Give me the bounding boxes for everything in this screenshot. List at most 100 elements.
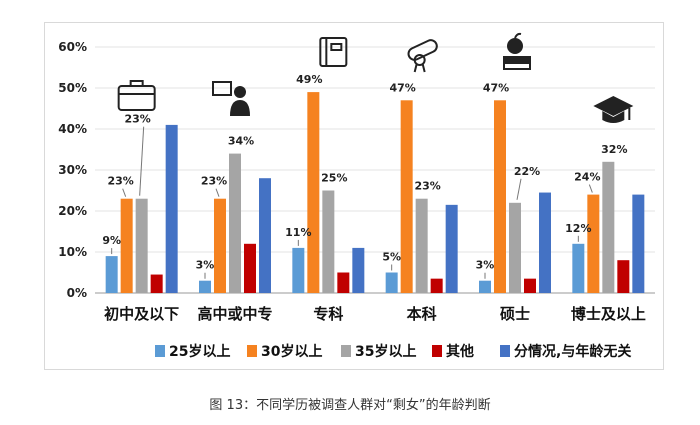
category-label: 初中及以下 [104,305,179,323]
legend-swatch [500,345,510,357]
bar [307,92,320,293]
legend-label: 分情况,与年龄无关 [514,343,631,360]
legend-swatch [432,345,442,357]
figure-caption: 图 13：不同学历被调查人群对“剩女”的年龄判断 [209,398,491,413]
icon-shape [593,96,634,116]
bar [352,247,365,293]
bar [445,204,458,293]
data-label: 23% [124,113,150,126]
data-label: 23% [201,175,227,188]
data-label: 3% [196,259,215,272]
bar [120,198,133,293]
legend-swatch [155,345,165,357]
icon-shape [507,38,523,54]
bar [617,260,630,293]
books-apple-icon [503,32,531,70]
bar [479,280,491,293]
data-label: 3% [476,259,495,272]
icon-shape [129,80,144,86]
icon-shape [212,81,232,96]
bar [244,243,256,293]
category-label: 高中或中专 [197,305,272,323]
bars [105,92,645,294]
icon-shape [503,56,531,62]
bar [572,243,585,293]
icon-shape [413,54,426,66]
leader-line [588,184,593,193]
bar [337,272,350,293]
bar [135,198,148,293]
leader-line [122,188,127,197]
icon-shape [407,39,438,61]
bar [292,247,305,293]
bar [259,178,271,293]
data-label: 22% [514,165,540,178]
icon-shape [602,111,625,123]
data-label: 47% [483,81,509,94]
book-icon [319,37,348,67]
bar [430,278,443,293]
y-tick-label: 10% [58,245,87,259]
y-tick-label: 30% [58,163,87,177]
bar [602,161,615,293]
x-axis-categories: 初中及以下 高中或中专 专科 本科 硕士 博士及以上 [104,305,646,323]
icon-shape [330,43,343,51]
y-tick-label: 40% [58,122,87,136]
legend: 25岁以上 30岁以上 35岁以上 其他 分情况,与年龄无关 [155,343,631,360]
icon-shape [234,86,246,98]
data-label: 47% [389,81,415,94]
category-label: 硕士 [500,305,530,323]
legend-swatch [247,345,257,357]
bar [509,202,521,293]
bar [150,274,163,293]
category-icons [117,32,634,123]
icon-shape [514,32,522,39]
y-axis-ticks: 0% 10% 20% 30% 40% 50% 60% [58,40,87,300]
leader-line [139,126,145,196]
bar [105,256,118,293]
bar [199,280,211,293]
data-label: 12% [565,222,591,235]
data-label: 24% [574,171,600,184]
data-label: 32% [601,143,627,156]
gridlines [95,46,655,294]
legend-label: 30岁以上 [261,343,322,360]
teacher-icon [212,81,250,116]
data-labels: 9% 23% 23% 3% 23% 34% 11% 49% 25% 5% 47% 23% 3% 47% 22… [102,73,628,279]
figure-frame [44,22,664,370]
y-tick-label: 60% [58,40,87,54]
icon-shape [503,62,531,70]
icon-shape [413,63,426,73]
icon-shape [319,37,348,67]
leader-line [215,188,220,197]
data-label: 9% [102,234,121,247]
bar [524,278,536,293]
legend-label: 其他 [446,343,474,360]
bar [385,272,398,293]
legend-swatch [341,345,351,357]
bar [400,100,413,293]
data-label: 34% [228,135,254,148]
bar [587,194,600,293]
category-label: 本科 [407,305,437,323]
legend-label: 35岁以上 [355,343,416,360]
data-label: 23% [414,180,440,193]
data-label: 23% [107,175,133,188]
bar [632,194,645,293]
bar [415,198,428,293]
leader-line [516,178,522,200]
icon-shape [117,85,156,111]
data-label: 49% [296,73,322,86]
legend-label: 25岁以上 [169,343,230,360]
bar [539,192,551,293]
graduation-cap-icon [593,96,634,123]
bar [229,153,241,293]
data-label: 11% [285,226,311,239]
bar [214,198,226,293]
category-label: 专科 [313,305,343,323]
data-label: 5% [382,251,401,264]
y-tick-label: 0% [67,286,87,300]
y-tick-label: 50% [58,81,87,95]
bar [165,124,178,294]
briefcase-icon [117,80,156,111]
